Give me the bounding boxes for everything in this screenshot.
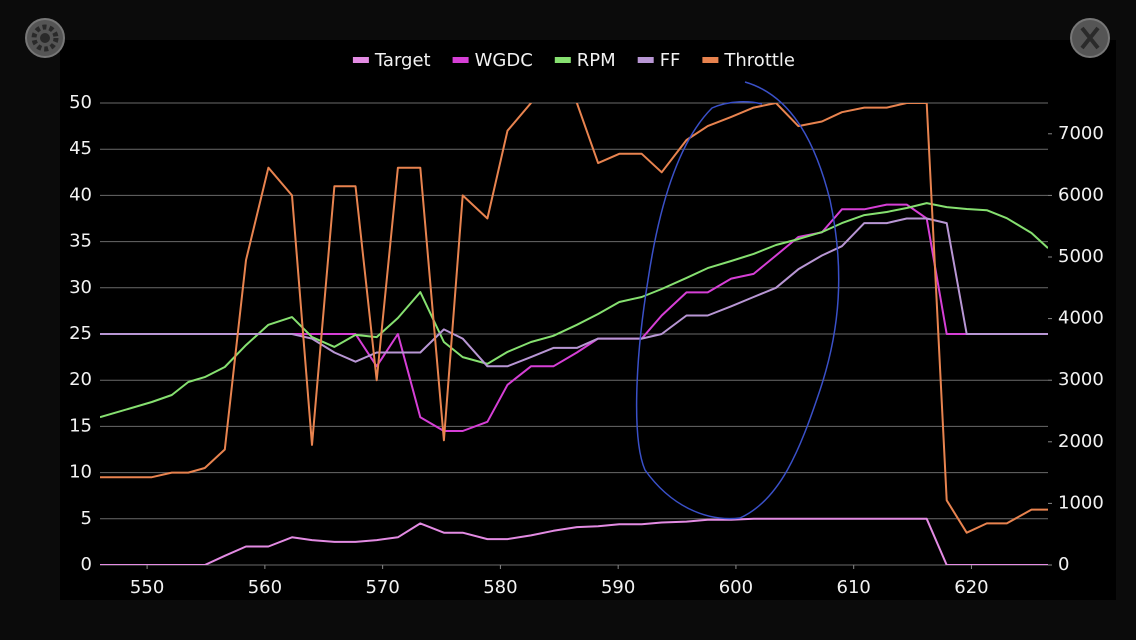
y2-tick-label: 2000: [1058, 431, 1104, 452]
y-tick-label: 30: [69, 277, 92, 298]
hand-drawn-annotation: [635, 81, 840, 520]
x-tick-label: 620: [954, 577, 988, 598]
y-tick-label: 0: [81, 554, 92, 575]
legend-label: RPM: [577, 50, 616, 71]
legend-swatch: [702, 57, 719, 63]
x-tick-label: 550: [130, 577, 164, 598]
y2-tick-label: 5000: [1058, 246, 1104, 267]
y2-tick-label: 1000: [1058, 492, 1104, 513]
close-button[interactable]: [1070, 18, 1110, 58]
settings-button[interactable]: [25, 18, 65, 58]
y-tick-label: 35: [69, 231, 92, 252]
legend-item: RPM: [554, 50, 616, 71]
legend-item: FF: [637, 50, 681, 71]
y-tick-label: 10: [69, 462, 92, 483]
y-tick-label: 45: [69, 138, 92, 159]
x-tick-label: 600: [719, 577, 753, 598]
legend-label: WGDC: [475, 50, 533, 71]
y2-tick-label: 7000: [1058, 123, 1104, 144]
y2-tick-label: 0: [1058, 554, 1069, 575]
gear-teeth: [31, 24, 59, 52]
y2-tick-label: 4000: [1058, 308, 1104, 329]
legend-label: FF: [660, 50, 681, 71]
y-tick-label: 20: [69, 369, 92, 390]
y2-tick-label: 6000: [1058, 184, 1104, 205]
series-line: [100, 217, 1048, 368]
x-tick-label: 590: [601, 577, 635, 598]
y-tick-label: 25: [69, 323, 92, 344]
series-line: [100, 103, 1048, 534]
legend-label: Throttle: [723, 50, 795, 71]
legend-swatch: [352, 57, 369, 63]
legend-swatch: [637, 57, 654, 63]
x-tick-label: 610: [837, 577, 871, 598]
legend-item: Target: [352, 50, 431, 71]
y2-tick-label: 3000: [1058, 369, 1104, 390]
legend-swatch: [452, 57, 469, 63]
gear-hub: [40, 33, 50, 43]
y-tick-label: 50: [69, 92, 92, 113]
x-tick-label: 570: [365, 577, 399, 598]
y-tick-label: 15: [69, 415, 92, 436]
legend-label: Target: [374, 50, 431, 71]
y-tick-label: 5: [81, 508, 92, 529]
legend-item: WGDC: [452, 50, 533, 71]
series-line: [100, 517, 1048, 565]
legend-swatch: [554, 57, 571, 63]
legend-item: Throttle: [702, 50, 795, 71]
x-tick-label: 580: [483, 577, 517, 598]
series-line: [100, 202, 1048, 419]
y-tick-label: 40: [69, 184, 92, 205]
x-tick-label: 560: [248, 577, 282, 598]
close-x: [1080, 26, 1100, 50]
